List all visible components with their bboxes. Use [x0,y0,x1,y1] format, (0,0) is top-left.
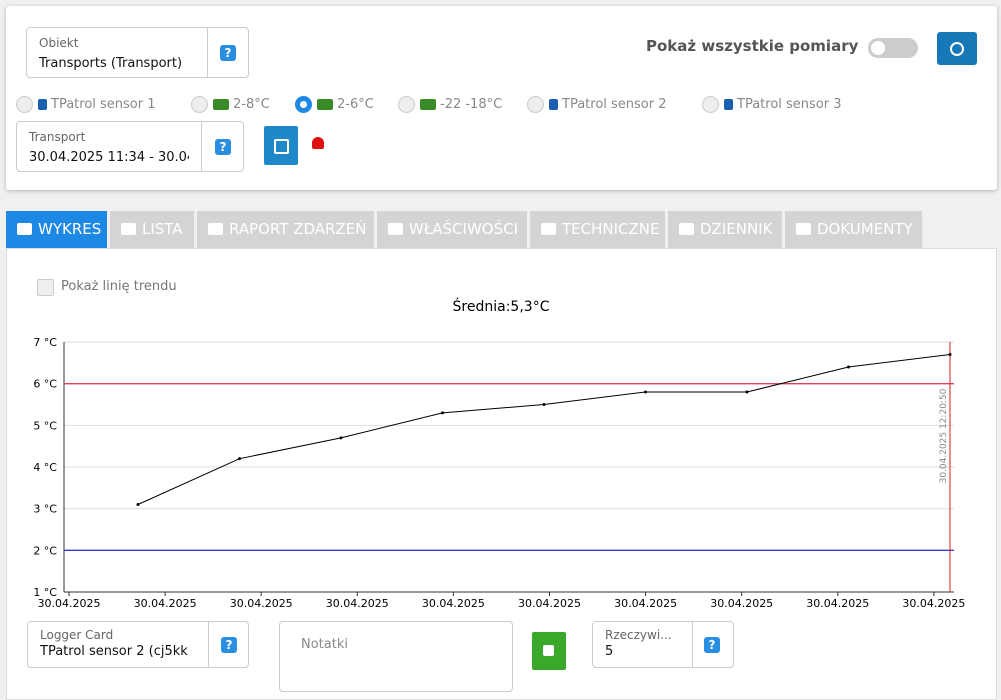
sensor-label: TPatrol sensor 1 [51,97,156,112]
y-tick-label: 7 °C [33,336,57,349]
label: Rzeczywi... [605,628,672,642]
radio[interactable] [191,96,208,113]
x-tick-label: 30.04.2025 [326,597,389,610]
truck-icon [420,99,436,110]
toggle[interactable] [868,38,918,58]
radio[interactable] [527,96,544,113]
tab-icon [121,223,136,235]
sensor-label: 2-8°C [233,97,270,112]
tab[interactable]: LISTA [110,211,194,248]
label: Logger Card [40,628,114,642]
tab-icon [17,223,32,235]
marker-label: 30.04.2025 12:20:50 [939,388,949,483]
edit-button[interactable] [532,632,566,670]
sensor-label: -22 -18°C [440,97,503,112]
point [339,436,343,440]
x-tick-label: 30.04.2025 [902,597,965,610]
logger-select[interactable]: Logger Card TPatrol sensor 2 (cj5kk ? [27,621,249,668]
tab-icon [208,223,223,235]
point [948,353,952,356]
y-tick-label: 5 °C [33,419,57,432]
sensor-label: TPatrol sensor 2 [562,97,667,112]
alarm-bell[interactable] [312,137,324,149]
y-tick-label: 2 °C [33,544,57,557]
y-tick-label: 4 °C [33,461,57,474]
x-tick-label: 30.04.2025 [134,597,197,610]
value: Transports (Transport) [39,56,183,71]
tab[interactable]: TECHNICZNE [530,211,665,248]
radio[interactable] [398,96,415,113]
chart-title: Średnia:5,3°C [453,297,550,315]
x-tick-label: 30.04.2025 [614,597,677,610]
help-icon[interactable]: ? [220,45,236,61]
tab[interactable]: DZIENNIK [668,211,782,248]
radio[interactable] [702,96,719,113]
tab[interactable]: RAPORT ZDARZEŃ [197,211,374,248]
value: 5 [605,644,614,659]
real-field[interactable]: Rzeczywi... 5 ? [592,621,734,668]
x-tick-label: 30.04.2025 [518,597,581,610]
sensor-label: 2-6°C [337,97,374,112]
label: Obiekt [39,36,79,50]
tab-icon [541,223,556,235]
tab-icon [388,223,403,235]
point [136,503,140,506]
value: 30.04.2025 11:34 - 30.04. [29,150,189,165]
sensor-label: TPatrol sensor 3 [737,97,842,112]
label: Transport [29,130,86,144]
tab[interactable]: WŁAŚCIWOŚCI [377,211,527,248]
y-tick-label: 1 °C [33,586,57,599]
x-tick-label: 30.04.2025 [230,597,293,610]
history-button[interactable] [937,32,977,65]
truck-icon [317,99,333,110]
x-tick-label: 30.04.2025 [38,597,101,610]
transport-select[interactable]: Transport 30.04.2025 11:34 - 30.04. ? [16,121,244,172]
thermo-icon [549,99,558,110]
trend-label: Pokaż linię trendu [61,279,177,294]
thermo-icon [724,99,733,110]
open-button[interactable] [264,126,298,165]
show-all-label: Pokaż wszystkie pomiary [646,37,859,55]
tab[interactable]: DOKUMENTY [785,211,922,248]
point [441,411,444,415]
truck-icon [213,99,229,110]
thermo-icon [38,99,47,110]
object-select[interactable]: Obiekt Transports (Transport) ? [26,27,249,78]
help-icon[interactable]: ? [215,139,231,155]
x-tick-label: 30.04.2025 [806,597,869,610]
point [847,365,850,369]
y-tick-label: 3 °C [33,503,57,516]
tab-icon [679,223,694,235]
point [644,390,647,394]
point [745,390,749,394]
help-icon[interactable]: ? [221,637,237,653]
value: TPatrol sensor 2 (cj5kk [40,644,188,659]
trend-checkbox[interactable] [37,279,54,296]
point [542,403,546,406]
tab[interactable]: WYKRES [6,211,107,248]
help-icon[interactable]: ? [704,637,720,653]
radio[interactable] [295,96,312,113]
tab-icon [796,223,811,235]
radio[interactable] [16,96,33,113]
point [238,457,241,461]
line [137,354,951,505]
placeholder: Notatki [301,637,348,652]
x-tick-label: 30.04.2025 [710,597,773,610]
x-tick-label: 30.04.2025 [422,597,485,610]
notes-input[interactable]: Notatki [279,621,513,692]
y-tick-label: 6 °C [33,378,57,391]
